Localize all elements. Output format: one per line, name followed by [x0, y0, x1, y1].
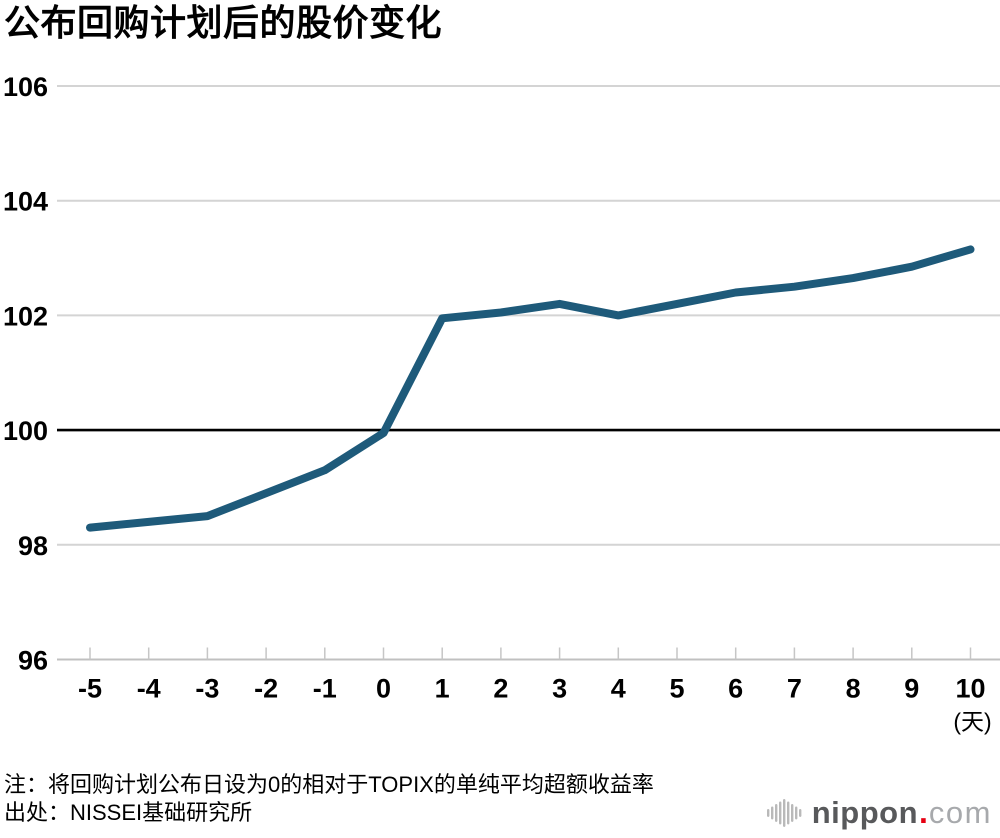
x-axis-tick-label: 7 — [787, 674, 802, 704]
source-line: 出处：NISSEI基础研究所 — [4, 800, 253, 825]
y-axis-tick-label: 102 — [3, 301, 48, 331]
x-axis-tick-label: 1 — [435, 674, 450, 704]
x-axis-tick-label: 8 — [846, 674, 861, 704]
soundwave-icon — [766, 798, 802, 827]
note-line: 注：将回购计划公布日设为0的相对于TOPIX的单纯平均超额收益率 — [4, 772, 654, 797]
x-axis-tick-label: -4 — [137, 674, 161, 704]
y-axis-tick-label: 106 — [3, 72, 48, 102]
nippon-logo-text: nippon . com — [812, 794, 992, 831]
x-axis-tick-label: -1 — [313, 674, 337, 704]
x-axis-tick-label: 4 — [611, 674, 626, 704]
x-axis-tick-label: 10 — [955, 674, 985, 704]
chart-footnotes: 注：将回购计划公布日设为0的相对于TOPIX的单纯平均超额收益率 出处：NISS… — [4, 771, 654, 827]
logo-nippon: nippon — [811, 795, 919, 830]
logo-red-dot: . — [919, 794, 928, 830]
x-axis-tick-label: 6 — [728, 674, 743, 704]
nippon-logo: nippon . com — [765, 794, 992, 831]
x-axis-tick-label: 9 — [904, 674, 919, 704]
chart-title: 公布回购计划后的股价变化 — [4, 2, 443, 43]
x-axis-tick-label: -3 — [195, 674, 219, 704]
x-axis-tick-label: 2 — [493, 674, 508, 704]
y-axis-tick-label: 96 — [18, 646, 48, 676]
x-axis-unit-label: (天) — [953, 709, 991, 735]
y-axis-tick-label: 98 — [18, 531, 48, 561]
x-axis-tick-label: 5 — [669, 674, 684, 704]
data-line — [86, 245, 975, 532]
x-axis-tick-label: 3 — [552, 674, 567, 704]
y-axis-tick-label: 100 — [3, 416, 48, 446]
y-axis-tick-label: 104 — [3, 187, 48, 217]
x-axis-tick-label: 0 — [376, 674, 391, 704]
x-axis-tick-label: -2 — [254, 674, 278, 704]
x-axis-tick-label: -5 — [78, 674, 102, 704]
logo-com: com — [928, 795, 992, 830]
